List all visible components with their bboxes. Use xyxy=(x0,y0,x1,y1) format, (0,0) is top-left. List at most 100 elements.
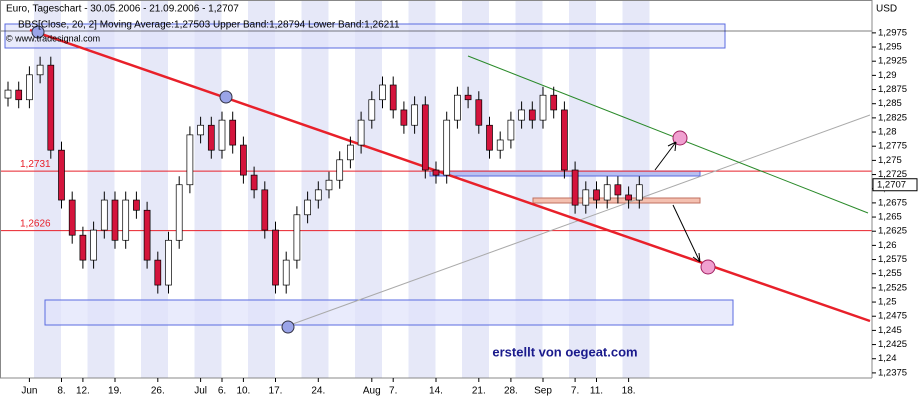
trend-line xyxy=(467,55,869,214)
y-tick-label: 1,2425 xyxy=(878,339,907,350)
candle-body xyxy=(4,89,12,99)
source: © www.tradesignal.com xyxy=(6,33,100,43)
y-tick-label: 1,2925 xyxy=(878,56,907,67)
y-tick-label: 1,2575 xyxy=(878,254,907,265)
candle-body xyxy=(122,199,130,241)
y-tick-label: 1,2875 xyxy=(878,84,907,95)
candle-body xyxy=(486,124,493,151)
arrow xyxy=(654,141,677,171)
candle-body xyxy=(240,144,247,176)
y-tick-label: 1,2775 xyxy=(878,141,907,152)
candles xyxy=(4,56,643,294)
candle-body xyxy=(603,184,611,201)
candle-body xyxy=(539,94,547,121)
chart-subtitle: BBS[Close, 20, 2] Moving Average:1,27503… xyxy=(18,20,400,31)
candle-body xyxy=(197,124,204,136)
candle-body xyxy=(79,234,87,261)
x-tick-label: 7. xyxy=(389,386,397,397)
marker xyxy=(31,25,45,39)
candle-body xyxy=(550,94,558,111)
candle-body xyxy=(229,119,237,146)
candle-body xyxy=(133,199,140,211)
candle-body xyxy=(443,119,451,176)
x-tick-label: Jul xyxy=(194,386,207,397)
candle-body xyxy=(614,184,622,196)
y-tick-label: 1,2675 xyxy=(878,197,907,208)
x-tick-label: 24. xyxy=(311,386,325,397)
level-label: 1,2626 xyxy=(20,218,51,229)
candle-body xyxy=(325,179,333,191)
y-tick-label: 1,295 xyxy=(878,42,902,53)
trend-line xyxy=(29,28,871,323)
candle-body xyxy=(68,199,76,236)
candle-body xyxy=(26,74,33,101)
zone-box xyxy=(429,170,701,177)
candle-body xyxy=(411,104,418,126)
candle-body xyxy=(389,84,397,111)
zone-box xyxy=(44,299,734,326)
chart-title: Euro, Tageschart - 30.05.2006 - 21.09.20… xyxy=(6,4,239,15)
candle-body xyxy=(518,109,525,121)
candle-body xyxy=(47,64,55,151)
y-tick-label: 1,2825 xyxy=(878,112,907,123)
last-price-label: 1,2707 xyxy=(877,179,906,190)
x-tick-label: 10. xyxy=(236,386,250,397)
candle-body xyxy=(207,124,215,151)
y-tick-label: 1,2625 xyxy=(878,226,907,237)
x-tick-label: 21. xyxy=(472,386,486,397)
candle-body xyxy=(528,109,536,121)
axis-panel xyxy=(872,0,918,401)
y-tick-label: 1,2975 xyxy=(878,27,907,38)
candle-body xyxy=(432,169,440,176)
y-axis-label: USD xyxy=(876,4,897,15)
candle-body xyxy=(58,149,65,201)
candle-body xyxy=(304,199,311,216)
y-tick-label: 1,245 xyxy=(878,325,902,336)
candle-body xyxy=(100,199,108,231)
y-tick-label: 1,285 xyxy=(878,98,902,109)
candle-body xyxy=(507,119,515,141)
candle-body xyxy=(421,104,429,171)
candle-body xyxy=(496,139,504,151)
candle-body xyxy=(111,199,119,241)
candle-body xyxy=(582,189,590,206)
candle-body xyxy=(625,194,632,201)
y-tick-label: 1,28 xyxy=(878,127,897,138)
y-tick-label: 1,29 xyxy=(878,70,897,81)
x-tick-label: 19. xyxy=(108,386,122,397)
y-tick-label: 1,2375 xyxy=(878,367,907,378)
candle-body xyxy=(571,169,579,206)
candle-body xyxy=(282,259,290,286)
candle-body xyxy=(90,229,97,261)
candle-body xyxy=(475,99,483,126)
candle-body xyxy=(400,109,408,126)
candle-body xyxy=(368,99,376,121)
zone-box xyxy=(532,197,701,204)
candle-body xyxy=(593,189,600,201)
candle-body xyxy=(314,189,322,201)
y-tick-label: 1,2725 xyxy=(878,169,907,180)
candle-body xyxy=(36,64,44,76)
x-tick-label: 8. xyxy=(57,386,65,397)
candle-body xyxy=(464,94,472,101)
last-price-box xyxy=(872,178,918,192)
candle-body xyxy=(379,84,386,101)
marker xyxy=(672,130,688,146)
y-tick-label: 1,2525 xyxy=(878,282,907,293)
candle-body xyxy=(336,159,344,181)
x-tick-label: 17. xyxy=(269,386,283,397)
candle-body xyxy=(15,89,23,101)
x-tick-label: 28. xyxy=(504,386,518,397)
y-tick-label: 1,265 xyxy=(878,212,902,223)
x-tick-label: 6. xyxy=(218,386,226,397)
level-label: 1,2731 xyxy=(20,159,51,170)
candle-body xyxy=(154,259,162,286)
x-tick-label: 14. xyxy=(429,386,443,397)
marker xyxy=(700,259,716,275)
y-tick-label: 1,26 xyxy=(878,240,897,251)
candle-body xyxy=(454,94,461,121)
y-tick-label: 1,25 xyxy=(878,297,897,308)
x-tick-label: 11. xyxy=(590,386,603,397)
